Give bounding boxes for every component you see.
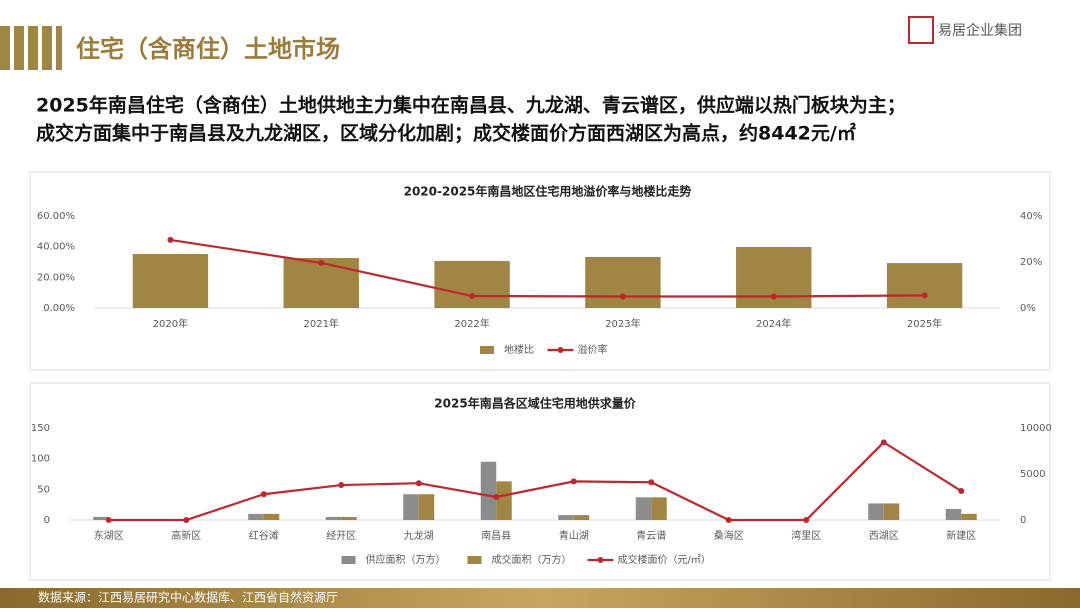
bar: [496, 481, 512, 520]
headline: 2025年南昌住宅（含商住）土地供地主力集中在南昌县、九龙湖、青云谱区，供应端以…: [36, 94, 906, 117]
line: [108, 440, 962, 522]
bar: [248, 513, 264, 520]
y-tick-label: 150: [31, 423, 50, 434]
line-point: [648, 479, 655, 486]
x-tick-label: 2023年: [605, 317, 640, 330]
bar: [651, 497, 667, 520]
y-tick-label: 0: [44, 515, 50, 526]
logo-seal: [908, 16, 934, 44]
legend-swatch: [341, 556, 356, 564]
x-tick-label: 湾里区: [791, 529, 821, 542]
line-point: [958, 488, 965, 495]
x-tick-label: 2020年: [153, 317, 188, 330]
source-note: 数据来源：江西易居研究中心数据库、江西省自然资源厅: [38, 590, 338, 605]
x-tick-label: 2024年: [756, 317, 791, 330]
line-point: [183, 517, 190, 523]
x-tick-label: 经开区: [326, 529, 356, 542]
x-tick-label: 高新区: [171, 529, 201, 542]
line: [170, 238, 925, 298]
bar: [341, 516, 357, 520]
chart-title: 2025年南昌各区域住宅用地供求量价: [434, 396, 636, 411]
line-point: [493, 494, 500, 500]
x-tick-label: 西湖区: [869, 530, 899, 542]
bar: [283, 258, 359, 308]
bar: [585, 256, 661, 308]
bar: [961, 513, 977, 520]
footer-bar: [0, 588, 1080, 608]
bar: [403, 494, 419, 520]
chart-title: 2020-2025年南昌地区住宅用地溢价率与地楼比走势: [404, 184, 692, 199]
y-tick-label: 60.00%: [37, 211, 75, 222]
line-point: [770, 293, 777, 300]
bar: [93, 516, 109, 520]
line-point: [415, 480, 422, 487]
line-point: [725, 517, 732, 523]
legend-label: 溢价率: [578, 343, 608, 356]
bar: [263, 513, 280, 520]
line-point: [318, 259, 325, 266]
line-point: [570, 478, 577, 485]
x-tick-label: 桑海区: [714, 529, 744, 542]
line-point: [260, 491, 267, 498]
bar: [573, 515, 590, 520]
x-tick-label: 红谷滩: [249, 529, 279, 542]
bar: [434, 260, 510, 308]
y-tick-label: 100: [31, 454, 50, 465]
bar: [883, 503, 900, 520]
line-point: [803, 517, 810, 523]
y-tick-label: 0.00%: [43, 303, 75, 314]
y-tick-label: 50: [37, 484, 50, 495]
line-point: [167, 236, 174, 243]
bar: [635, 497, 652, 520]
x-tick-label: 南昌县: [481, 529, 511, 542]
chart-frame: [29, 382, 1051, 581]
x-tick-label: 青云谱: [636, 529, 666, 542]
bar: [325, 516, 342, 520]
bar: [886, 263, 963, 308]
x-tick-label: 2021年: [304, 317, 339, 330]
y-tick-label: 40.00%: [37, 242, 75, 253]
y2-tick-label: 10000: [1020, 423, 1052, 434]
page-title: 住宅（含商住）土地市场: [76, 35, 340, 63]
legend-label: 供应面积（万方）: [366, 553, 446, 566]
legend-swatch: [467, 556, 482, 564]
legend-label: 成交楼面价（元/㎡）: [618, 553, 711, 566]
x-tick-label: 2025年: [907, 317, 942, 330]
legend-label: 成交面积（万方）: [492, 553, 572, 566]
x-tick-label: 2022年: [454, 317, 489, 330]
line-point: [880, 439, 887, 446]
x-tick-label: 东湖区: [94, 529, 124, 542]
x-tick-label: 青山湖: [559, 529, 589, 542]
line-point: [338, 482, 345, 489]
y2-tick-label: 40%: [1020, 211, 1042, 222]
bar: [558, 515, 574, 520]
headline: 成交方面集中于南昌县及九龙湖区，区域分化加剧；成交楼面价方面西湖区为高点，约84…: [36, 122, 856, 145]
header-stripes: [0, 26, 62, 70]
bar: [945, 508, 962, 520]
line-point: [921, 292, 928, 299]
y2-tick-label: 0: [1020, 515, 1026, 526]
legend-swatch: [597, 557, 604, 563]
y2-tick-label: 5000: [1020, 469, 1045, 480]
x-tick-label: 九龙湖: [404, 529, 434, 542]
logo-text: 易居企业集团: [938, 22, 1022, 39]
y2-tick-label: 20%: [1020, 257, 1042, 268]
legend-swatch: [557, 347, 564, 353]
line-point: [105, 517, 112, 523]
line-point: [619, 293, 626, 300]
bar: [868, 503, 884, 520]
x-tick-label: 新建区: [946, 529, 976, 542]
legend-swatch: [480, 346, 494, 354]
line-point: [469, 293, 476, 300]
bar: [132, 254, 209, 308]
legend-label: 地楼比: [504, 343, 534, 356]
y-tick-label: 20.00%: [37, 272, 75, 283]
bar: [418, 494, 435, 520]
bar: [480, 461, 497, 520]
y2-tick-label: 0%: [1020, 303, 1036, 314]
